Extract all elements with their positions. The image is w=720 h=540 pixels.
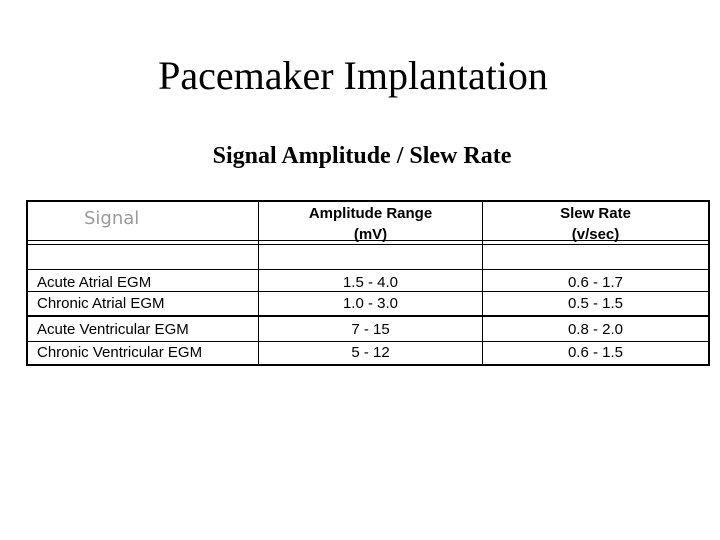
slew-rate-column-header: Slew Rate (v/sec)	[483, 203, 708, 245]
signal-column-header: Signal	[84, 208, 140, 229]
table-row-slew: 0.8 - 2.0	[567, 321, 624, 338]
column-divider	[258, 202, 259, 364]
row-divider	[28, 240, 708, 241]
slew-header-line2: (v/sec)	[571, 226, 620, 243]
row-divider	[28, 341, 708, 342]
table-row-amplitude: 7 - 15	[351, 321, 390, 338]
table-row-amplitude: 5 - 12	[351, 344, 390, 361]
table-row-slew: 0.5 - 1.5	[567, 295, 624, 312]
table-row-signal: Acute Atrial EGM	[37, 274, 152, 291]
table-row-signal: Acute Ventricular EGM	[37, 321, 189, 338]
amplitude-header-line2: (mV)	[353, 226, 388, 243]
slide-subtitle: Signal Amplitude / Slew Rate	[212, 143, 512, 169]
row-divider	[28, 291, 708, 292]
column-divider	[482, 202, 483, 364]
table-row-signal: Chronic Atrial EGM	[37, 295, 165, 312]
amplitude-header-line1: Amplitude Range	[308, 205, 433, 222]
table-row-slew: 0.6 - 1.7	[567, 274, 624, 291]
slew-header-line1: Slew Rate	[560, 205, 631, 222]
row-divider	[28, 269, 708, 270]
row-divider	[28, 244, 708, 245]
signal-table: Signal Amplitude Range (mV) Slew Rate (v…	[26, 200, 710, 366]
amplitude-column-header: Amplitude Range (mV)	[259, 203, 482, 245]
row-divider	[28, 315, 708, 317]
slide-title: Pacemaker Implantation	[158, 53, 548, 98]
table-row-amplitude: 1.0 - 3.0	[342, 295, 399, 312]
table-row-slew: 0.6 - 1.5	[567, 344, 624, 361]
table-row-signal: Chronic Ventricular EGM	[37, 344, 203, 361]
table-row-amplitude: 1.5 - 4.0	[342, 274, 399, 291]
